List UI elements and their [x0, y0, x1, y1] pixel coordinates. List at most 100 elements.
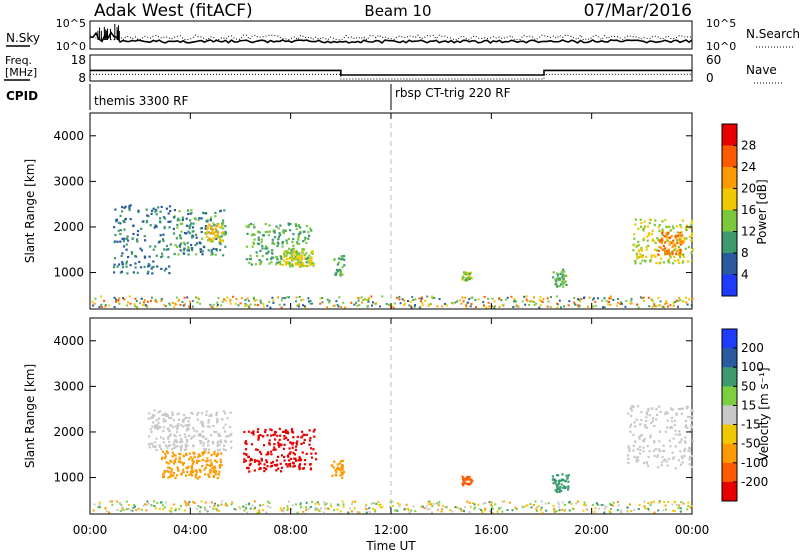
data-point — [465, 476, 468, 479]
data-point — [358, 511, 361, 514]
data-point — [212, 469, 215, 472]
data-point — [184, 416, 187, 419]
data-point — [640, 246, 643, 250]
data-point — [426, 508, 429, 511]
data-point — [283, 297, 286, 300]
data-point — [242, 505, 245, 508]
data-point — [183, 433, 186, 436]
data-point — [265, 461, 269, 464]
data-point — [398, 503, 401, 506]
nsearch-line — [89, 34, 693, 41]
data-point — [535, 302, 538, 305]
data-point — [196, 460, 199, 463]
data-point — [611, 504, 614, 507]
data-point — [172, 216, 176, 219]
data-point — [321, 301, 324, 304]
cpid-label: CPID — [6, 89, 38, 103]
data-point — [98, 503, 101, 506]
data-point — [196, 301, 199, 304]
data-point — [212, 232, 215, 235]
data-point — [679, 224, 682, 227]
data-point — [689, 450, 692, 453]
data-point — [114, 234, 117, 237]
data-point — [642, 229, 645, 232]
data-point — [625, 299, 628, 302]
data-point — [247, 455, 250, 459]
data-point — [656, 249, 659, 252]
data-point — [642, 296, 645, 299]
data-point — [464, 296, 467, 299]
data-point — [463, 481, 466, 485]
data-point — [684, 424, 687, 427]
data-point — [342, 254, 345, 258]
data-point — [248, 502, 251, 505]
data-point — [122, 297, 124, 300]
data-point — [290, 255, 293, 258]
data-point — [170, 510, 173, 513]
data-point — [278, 443, 281, 446]
colorbar-tick-label: 50 — [741, 379, 756, 393]
data-point — [168, 430, 171, 433]
data-point — [270, 429, 273, 432]
data-point — [92, 304, 95, 307]
data-point — [681, 407, 685, 410]
data-point — [298, 295, 301, 298]
data-point — [115, 298, 117, 301]
data-point — [196, 418, 199, 421]
data-point — [668, 439, 671, 442]
data-point — [562, 281, 565, 284]
data-point — [180, 230, 183, 233]
data-point — [277, 441, 280, 444]
data-point — [340, 258, 343, 261]
data-point — [412, 298, 415, 301]
data-point — [164, 452, 167, 455]
data-point — [212, 237, 215, 240]
data-point — [182, 471, 185, 474]
data-point — [684, 247, 687, 250]
data-point — [367, 300, 370, 303]
data-point — [571, 507, 574, 510]
data-point — [672, 305, 675, 308]
data-point — [555, 510, 558, 513]
data-point — [286, 252, 289, 255]
x-tick-label: 00:00 — [73, 523, 108, 537]
data-point — [148, 412, 151, 415]
data-point — [630, 300, 633, 302]
data-point — [174, 439, 177, 442]
data-point — [166, 446, 169, 449]
data-point — [206, 509, 209, 512]
data-point — [364, 505, 367, 508]
data-point — [309, 506, 312, 508]
data-point — [201, 424, 204, 427]
data-point — [351, 500, 354, 503]
data-point — [607, 300, 610, 303]
data-point — [669, 252, 672, 255]
data-point — [564, 508, 567, 511]
data-point — [503, 500, 506, 503]
data-point — [259, 504, 262, 507]
data-point — [220, 452, 223, 455]
data-point — [270, 261, 273, 264]
data-point — [395, 296, 398, 299]
data-point — [461, 275, 464, 278]
data-point — [664, 252, 667, 255]
data-point — [460, 509, 463, 512]
data-point — [563, 270, 566, 273]
data-point — [538, 306, 541, 309]
colorbar-segment — [722, 443, 737, 464]
data-point — [164, 412, 167, 415]
data-point — [691, 455, 694, 458]
data-point — [280, 299, 283, 302]
data-point — [635, 418, 638, 421]
data-point — [271, 252, 274, 255]
data-point — [175, 439, 178, 442]
data-point — [209, 238, 212, 241]
data-point — [298, 254, 302, 257]
data-point — [679, 433, 682, 436]
power-ylabel: Slant Range [km] — [23, 159, 37, 263]
data-point — [523, 295, 526, 298]
data-point — [295, 263, 298, 266]
data-point — [664, 241, 667, 244]
data-point — [314, 508, 317, 511]
